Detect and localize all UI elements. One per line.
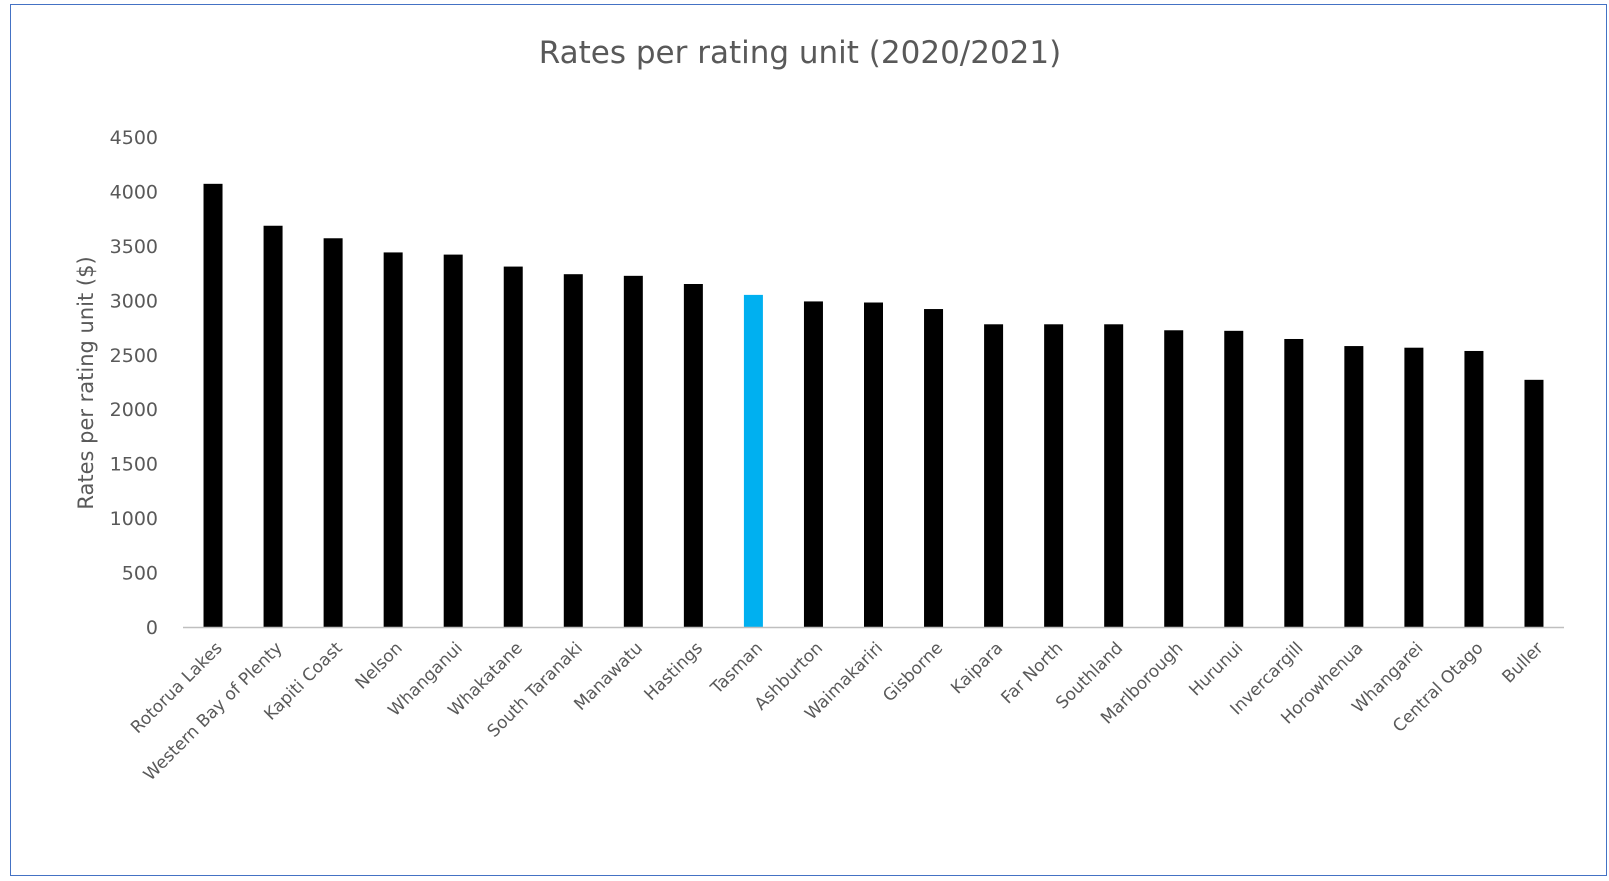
x-category-label: Gisborne [879,638,947,706]
bar-nelson [383,252,403,627]
bar-far-north [1044,324,1064,627]
bar-buller [1524,379,1544,627]
bar-waimakariri [864,302,883,627]
x-category-label: Kaipara [947,638,1007,698]
y-tick-label: 1000 [110,508,158,530]
y-tick-label: 0 [146,617,158,639]
y-axis-label: Rates per rating unit ($) [74,256,98,509]
y-axis-ticks: 0 500 1000 1500 2000 2500 3000 3500 4000 4500 [110,127,158,639]
bar-marlborough [1164,330,1184,627]
bar-hurunui [1224,330,1244,627]
bar-manawatu [623,275,643,627]
bar-kapiti-coast [323,238,343,627]
bar-rotorua-lakes [203,183,223,628]
bar-whanganui [443,254,463,627]
x-category-label: Buller [1498,638,1547,687]
y-tick-label: 4500 [110,127,158,149]
y-tick-label: 4000 [110,181,158,203]
x-category-label: Hurunui [1185,638,1247,700]
chart-title: Rates per rating unit (2020/2021) [539,35,1061,71]
x-category-label: Hastings [641,638,707,704]
y-tick-label: 2000 [110,399,158,421]
bar-central-otago [1464,350,1484,627]
bars [203,183,1544,628]
y-tick-label: 1500 [110,454,158,476]
bar-hastings [683,284,703,627]
bar-gisborne [924,309,944,627]
bar-ashburton [803,301,823,627]
x-category-label: Tasman [706,638,767,699]
bar-whangarei [1404,347,1424,627]
x-category-label: Nelson [352,638,407,693]
bar-kaipara [984,324,1004,627]
bar-southland [1104,324,1124,627]
bar-south-taranaki [563,274,583,627]
y-tick-label: 3000 [110,290,158,312]
y-tick-label: 2500 [110,345,158,367]
bar-invercargill [1284,338,1304,627]
y-tick-label: 500 [122,563,158,585]
y-tick-label: 3500 [110,236,158,258]
bar-horowhenua [1344,346,1364,627]
bar-western-bay-of-plenty [263,225,283,627]
bar-tasman [743,294,763,627]
bar-whakatane [503,266,523,627]
